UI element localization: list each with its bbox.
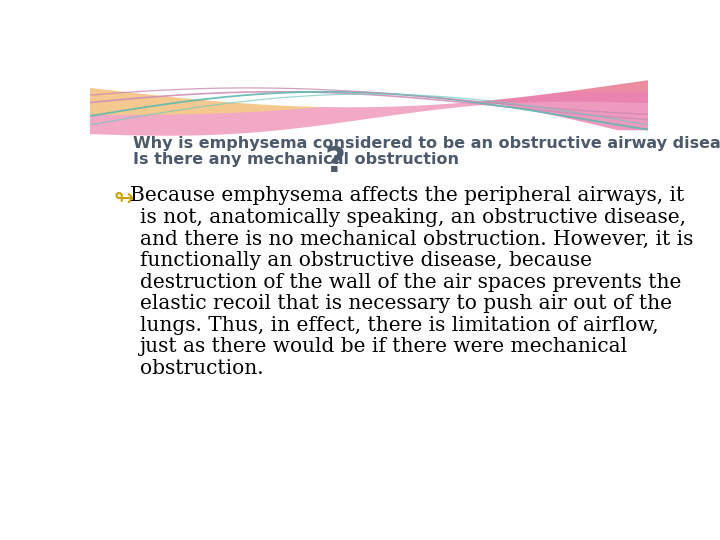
Text: Is there any mechanical obstruction: Is there any mechanical obstruction: [132, 152, 459, 167]
Text: Because emphysema affects the peripheral airways, it: Because emphysema affects the peripheral…: [130, 186, 685, 205]
Text: just as there would be if there were mechanical: just as there would be if there were mec…: [140, 338, 629, 356]
Text: elastic recoil that is necessary to push air out of the: elastic recoil that is necessary to push…: [140, 294, 672, 313]
Polygon shape: [90, 65, 648, 130]
Text: and there is no mechanical obstruction. However, it is: and there is no mechanical obstruction. …: [140, 230, 694, 248]
Text: destruction of the wall of the air spaces prevents the: destruction of the wall of the air space…: [140, 273, 682, 292]
Text: ?: ?: [325, 145, 346, 179]
Text: ↬: ↬: [113, 186, 134, 211]
Polygon shape: [90, 65, 648, 107]
Text: obstruction.: obstruction.: [140, 359, 264, 378]
Text: is not, anatomically speaking, an obstructive disease,: is not, anatomically speaking, an obstru…: [140, 208, 686, 227]
Polygon shape: [90, 65, 648, 115]
Text: functionally an obstructive disease, because: functionally an obstructive disease, bec…: [140, 251, 593, 270]
Text: Why is emphysema considered to be an obstructive airway disease?: Why is emphysema considered to be an obs…: [132, 137, 720, 151]
Text: lungs. Thus, in effect, there is limitation of airflow,: lungs. Thus, in effect, there is limitat…: [140, 316, 659, 335]
Polygon shape: [90, 65, 648, 136]
